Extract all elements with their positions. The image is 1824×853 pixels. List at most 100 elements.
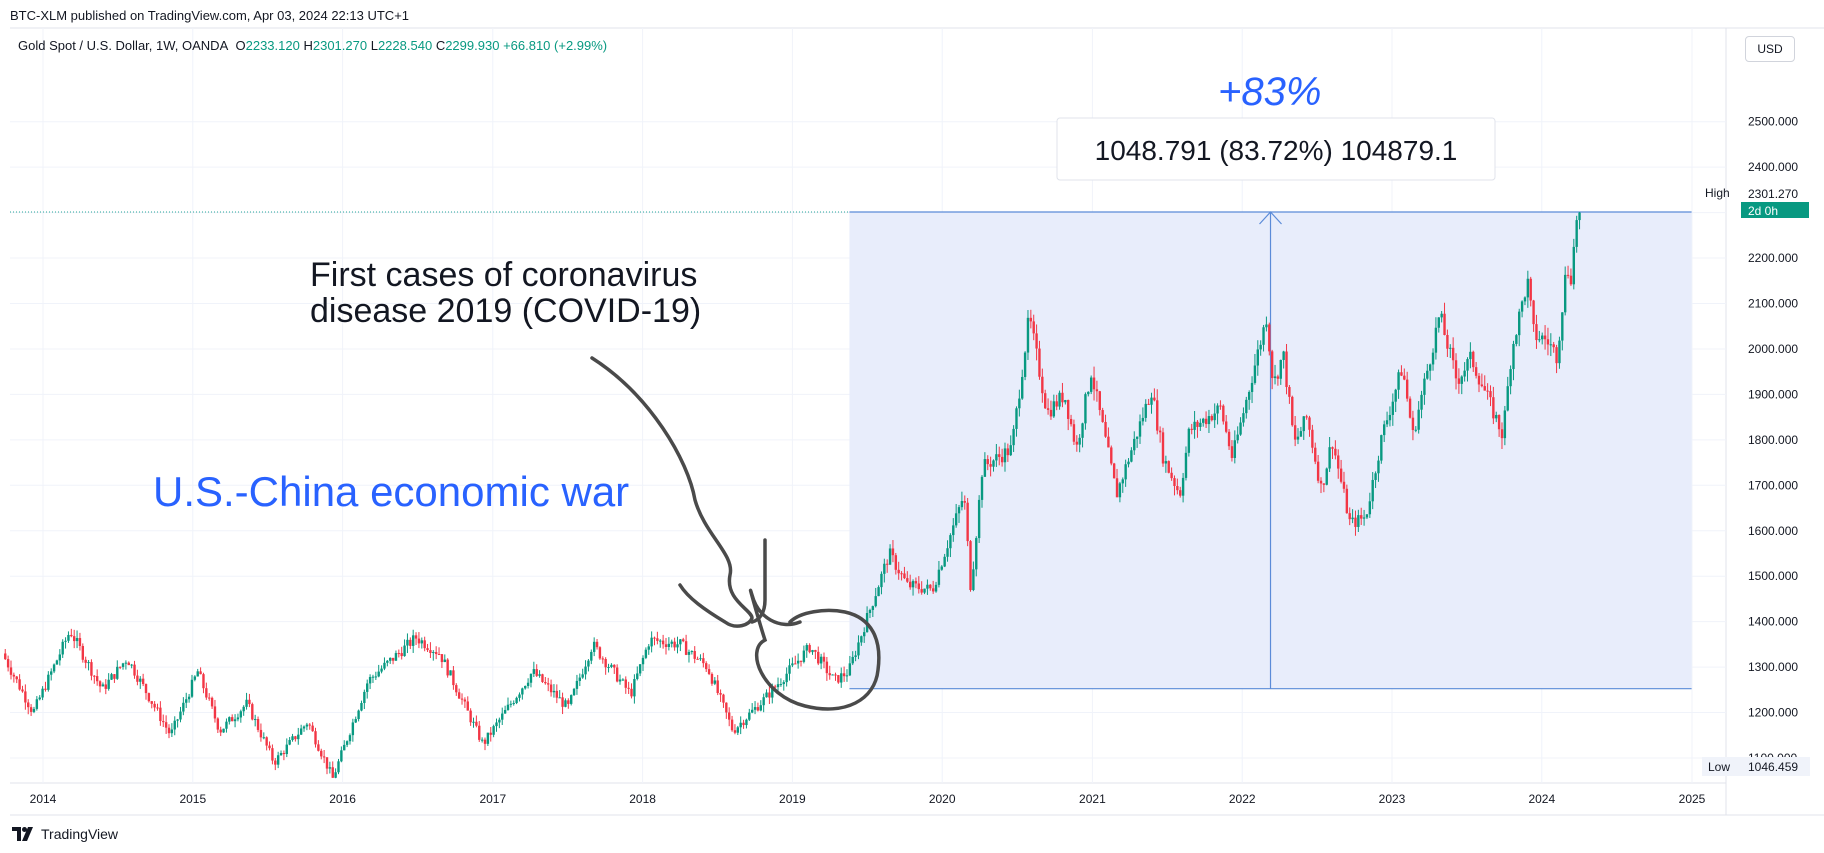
candle-body bbox=[127, 662, 130, 666]
candle-body bbox=[1417, 409, 1420, 430]
candle-body bbox=[1408, 398, 1412, 418]
candle-body bbox=[1371, 479, 1374, 502]
candle-body bbox=[345, 741, 349, 745]
candle-body bbox=[877, 587, 880, 597]
candle-body bbox=[920, 589, 923, 593]
covid-annotation-line2[interactable]: disease 2019 (COVID-19) bbox=[310, 292, 701, 330]
candle-body bbox=[946, 548, 949, 557]
candle-body bbox=[130, 664, 133, 666]
y-tick-label: 1600.000 bbox=[1748, 524, 1798, 538]
x-tick-label: 2021 bbox=[1079, 792, 1106, 806]
candle-body bbox=[167, 727, 171, 734]
candle-body bbox=[153, 703, 156, 708]
candle-body bbox=[1345, 488, 1349, 514]
candle-body bbox=[1572, 246, 1576, 285]
candle-body bbox=[147, 693, 151, 702]
candle-body bbox=[1374, 473, 1377, 480]
candle-body bbox=[409, 639, 412, 646]
candle-body bbox=[1061, 392, 1064, 403]
candle-body bbox=[1500, 429, 1504, 439]
candle-body bbox=[667, 643, 671, 647]
candle-body bbox=[55, 660, 59, 665]
candle-body bbox=[1072, 424, 1076, 442]
candle-body bbox=[1426, 370, 1429, 379]
candle-body bbox=[529, 673, 533, 683]
candle-body bbox=[1526, 278, 1530, 298]
candle-body bbox=[1069, 418, 1073, 425]
candle-body bbox=[719, 693, 722, 695]
candle-body bbox=[1021, 376, 1024, 399]
candle-body bbox=[1305, 416, 1308, 418]
candle-body bbox=[598, 647, 602, 659]
candle-body bbox=[1227, 431, 1231, 447]
candle-body bbox=[1411, 417, 1415, 431]
y-tick-label: 2000.000 bbox=[1748, 342, 1798, 356]
candle-body bbox=[1506, 386, 1509, 411]
candle-body bbox=[799, 660, 803, 662]
candle-body bbox=[501, 713, 504, 720]
candle-body bbox=[478, 725, 481, 740]
candle-body bbox=[702, 658, 705, 664]
candle-body bbox=[1138, 421, 1142, 437]
candle-body bbox=[1118, 483, 1122, 498]
candle-body bbox=[722, 694, 725, 703]
candle-body bbox=[1009, 445, 1012, 456]
candle-body bbox=[185, 699, 188, 703]
candle-body bbox=[1561, 312, 1564, 341]
currency-button[interactable]: USD bbox=[1745, 36, 1795, 62]
candle-body bbox=[1575, 220, 1578, 247]
candle-body bbox=[1115, 478, 1119, 498]
candle-body bbox=[259, 729, 263, 738]
candle-body bbox=[1483, 386, 1486, 391]
candle-body bbox=[954, 513, 958, 526]
candle-body bbox=[1104, 421, 1107, 437]
candle-body bbox=[308, 724, 311, 726]
candle-body bbox=[1213, 413, 1216, 421]
candle-body bbox=[1518, 311, 1521, 336]
brand-footer[interactable]: TradingView bbox=[12, 826, 118, 842]
candle-body bbox=[239, 711, 243, 718]
candle-body bbox=[906, 578, 909, 582]
candle-body bbox=[1181, 477, 1185, 496]
covid-annotation-line1[interactable]: First cases of coronavirus bbox=[310, 256, 697, 294]
candle-body bbox=[420, 640, 424, 644]
candle-body bbox=[297, 734, 300, 740]
candle-body bbox=[156, 707, 159, 709]
candle-body bbox=[190, 679, 194, 697]
candle-body bbox=[245, 699, 248, 707]
candle-body bbox=[917, 583, 921, 590]
candle-body bbox=[1460, 376, 1463, 384]
candle-body bbox=[12, 674, 16, 677]
candle-body bbox=[1176, 486, 1179, 491]
candle-body bbox=[21, 689, 24, 692]
candle-body bbox=[1457, 378, 1461, 384]
candle-body bbox=[891, 548, 895, 556]
candle-body bbox=[995, 454, 998, 461]
candle-body bbox=[584, 666, 587, 675]
candle-body bbox=[1529, 278, 1532, 301]
candle-body bbox=[457, 692, 461, 699]
x-axis[interactable]: 2014 2015 2016 2017 2018 2019 2020 2021 2022 2023… bbox=[30, 792, 1706, 806]
candle-body bbox=[1081, 423, 1084, 438]
low-marker-value: 1046.459 bbox=[1748, 760, 1798, 774]
candle-body bbox=[1515, 335, 1518, 344]
candle-body bbox=[1202, 418, 1205, 423]
candle-body bbox=[1291, 396, 1294, 426]
candle-body bbox=[848, 663, 852, 676]
candle-body bbox=[1236, 434, 1239, 441]
candle-body bbox=[1262, 327, 1265, 345]
y-axis[interactable]: 1100.0001200.0001300.0001400.0001500.000… bbox=[1748, 115, 1798, 765]
candle-body bbox=[1015, 408, 1018, 429]
candle-body bbox=[569, 695, 573, 704]
symbol-legend[interactable]: Gold Spot / U.S. Dollar, 1W, OANDA O2233… bbox=[18, 38, 607, 53]
war-annotation[interactable]: U.S.-China economic war bbox=[153, 468, 629, 515]
candle-body bbox=[1121, 479, 1124, 484]
x-tick-label: 2024 bbox=[1528, 792, 1555, 806]
percent-annotation[interactable]: +83% bbox=[1218, 70, 1321, 114]
candle-body bbox=[874, 596, 877, 607]
candle-body bbox=[684, 641, 688, 655]
candle-body bbox=[302, 726, 306, 729]
candle-body bbox=[690, 651, 694, 653]
candle-body bbox=[880, 573, 883, 588]
